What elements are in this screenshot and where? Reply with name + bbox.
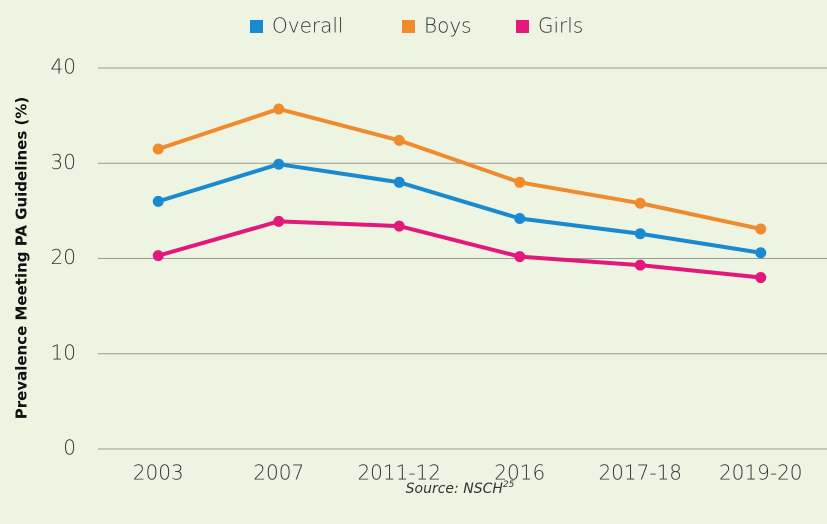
data-point	[273, 158, 285, 170]
data-point	[755, 223, 767, 235]
source-text: Source: NSCH	[406, 481, 504, 497]
x-tick-label: 2011-12	[357, 461, 441, 485]
data-point	[393, 176, 405, 188]
data-point	[152, 195, 164, 207]
x-tick-label: 2003	[133, 461, 184, 485]
x-tick-label: 2016	[494, 461, 545, 485]
series-line	[157, 106, 762, 231]
data-point	[755, 247, 767, 259]
legend-swatch	[250, 20, 263, 33]
source: Source: NSCH25	[406, 480, 515, 498]
data-point	[755, 272, 767, 284]
y-tick-label: 0	[63, 436, 76, 460]
y-tick-label: 10	[51, 340, 76, 364]
y-tick-label: 40	[51, 55, 76, 79]
source-ref: 25	[503, 480, 515, 490]
y-axis-label: Prevalence Meeting PA Guidelines (%)	[13, 97, 31, 420]
data-point	[393, 220, 405, 232]
y-tick-label: 30	[51, 150, 76, 174]
data-point	[393, 134, 405, 146]
data-point	[152, 250, 164, 262]
y-tick-label: 20	[51, 245, 76, 269]
legend-label: Girls	[538, 14, 583, 38]
data-point	[634, 228, 646, 240]
data-point	[273, 215, 285, 227]
legend-label: Overall	[272, 14, 343, 38]
legend-label: Boys	[424, 14, 472, 38]
series-line	[157, 219, 761, 280]
x-tick-label: 2017-18	[598, 461, 682, 485]
data-point	[514, 176, 526, 188]
data-point	[634, 197, 646, 209]
legend-swatch	[402, 20, 415, 33]
data-point	[514, 212, 526, 224]
data-point	[634, 259, 646, 271]
x-tick-label: 2007	[253, 461, 304, 485]
data-point	[152, 143, 164, 155]
legend-swatch	[516, 20, 529, 33]
series-line	[157, 162, 762, 255]
data-point	[273, 103, 285, 115]
x-tick-label: 2019-20	[719, 461, 803, 485]
data-point	[514, 251, 526, 263]
